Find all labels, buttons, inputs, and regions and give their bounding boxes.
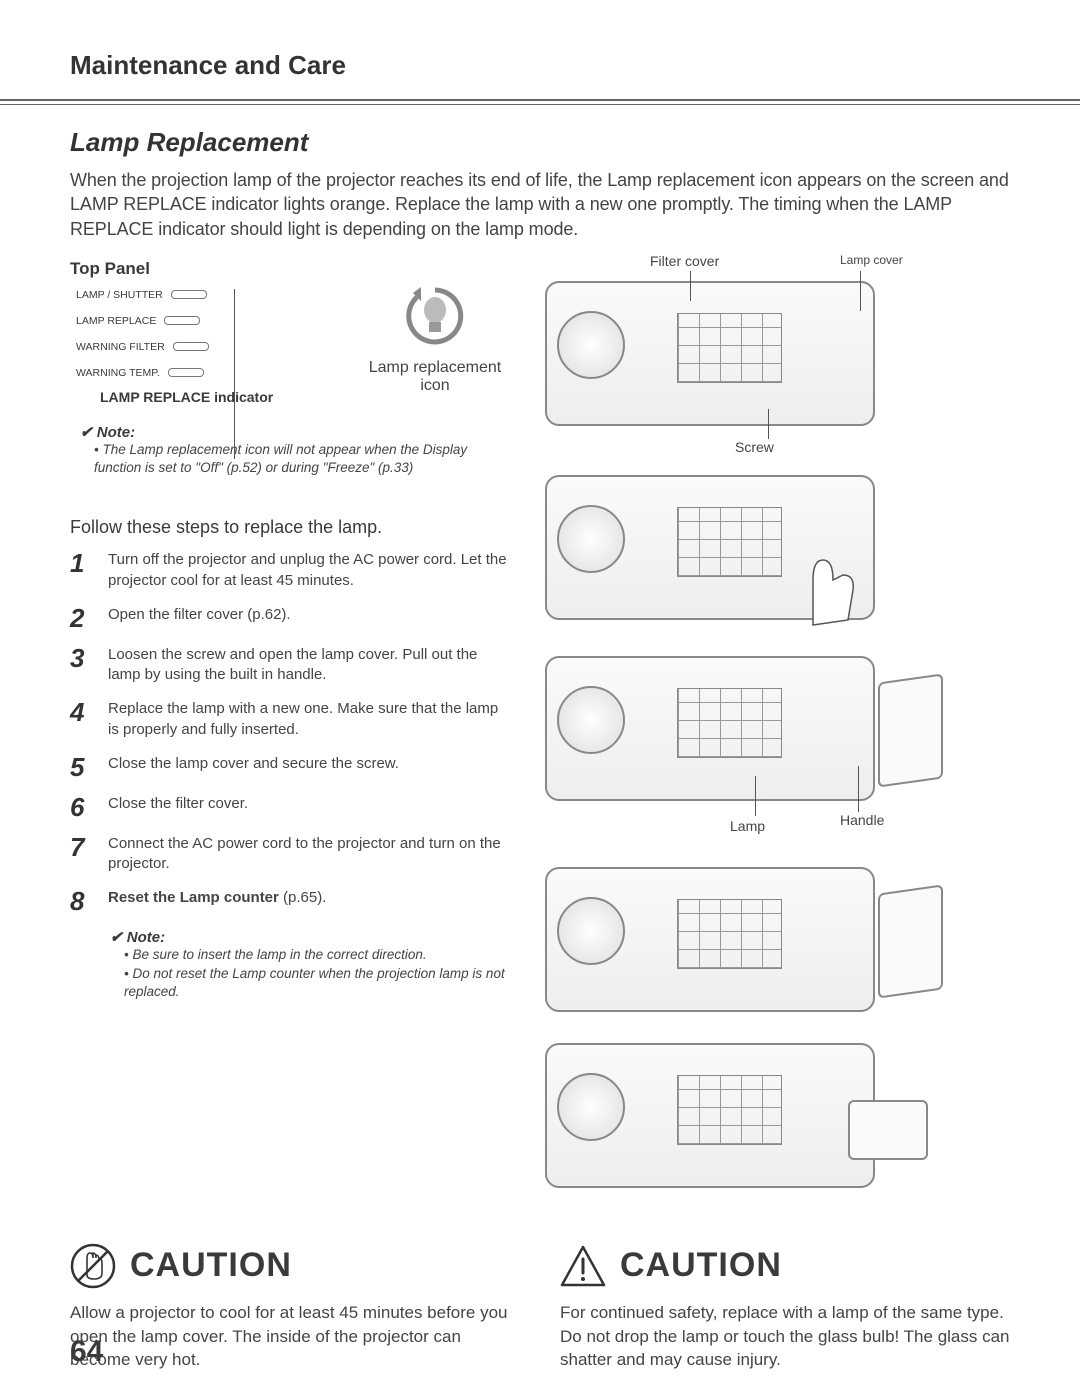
step-number: 2 xyxy=(70,605,94,631)
note-block-1: Note: The Lamp replacement icon will not… xyxy=(80,423,510,477)
step-text: Close the lamp cover and secure the scre… xyxy=(108,754,399,780)
page-number: 64 xyxy=(70,1335,103,1369)
step-number: 7 xyxy=(70,834,94,875)
step-number: 8 xyxy=(70,888,94,914)
step-number: 4 xyxy=(70,699,94,740)
warning-triangle-icon xyxy=(560,1243,606,1289)
section-title: Lamp Replacement xyxy=(70,127,1010,158)
callout-handle: Handle xyxy=(840,812,884,828)
callout-filter-cover: Filter cover xyxy=(650,253,719,269)
steps-intro: Follow these steps to replace the lamp. xyxy=(70,517,510,538)
page-header: Maintenance and Care xyxy=(70,50,1010,81)
callout-lamp-cover: Lamp cover xyxy=(840,253,903,267)
indicator-label: LAMP / SHUTTER xyxy=(76,289,163,301)
step-number: 6 xyxy=(70,794,94,820)
top-panel-heading: Top Panel xyxy=(70,259,510,279)
hand-icon xyxy=(793,540,863,630)
top-panel-indicators: LAMP / SHUTTER LAMP REPLACE WARNING FILT… xyxy=(76,289,256,379)
note-block-2: Note: Be sure to insert the lamp in the … xyxy=(110,928,510,1001)
note-line: The Lamp replacement icon will not appea… xyxy=(94,441,510,477)
projector-figure-2 xyxy=(540,475,1010,640)
lamp-replacement-icon: Lamp replacement icon xyxy=(360,284,510,395)
caution-text-right: For continued safety, replace with a lam… xyxy=(560,1301,1010,1372)
step-text: Loosen the screw and open the lamp cover… xyxy=(108,645,510,686)
note-heading: Note: xyxy=(110,928,510,946)
header-rule xyxy=(0,99,1080,105)
intro-paragraph: When the projection lamp of the projecto… xyxy=(70,168,1010,241)
projector-figure-4 xyxy=(540,867,1010,1027)
step-number: 1 xyxy=(70,550,94,591)
indicator-label: LAMP REPLACE xyxy=(76,315,156,327)
step-text: Turn off the projector and unplug the AC… xyxy=(108,550,510,591)
step-number: 5 xyxy=(70,754,94,780)
callout-screw: Screw xyxy=(735,439,774,455)
step-text: Replace the lamp with a new one. Make su… xyxy=(108,699,510,740)
step-number: 3 xyxy=(70,645,94,686)
lamp-icon-label: Lamp replacement icon xyxy=(360,359,510,395)
note-line: Do not reset the Lamp counter when the p… xyxy=(124,965,510,1001)
caution-text-left: Allow a projector to cool for at least 4… xyxy=(70,1301,520,1372)
caution-title: CAUTION xyxy=(130,1246,292,1285)
step-text: Connect the AC power cord to the project… xyxy=(108,834,510,875)
note-line: Be sure to insert the lamp in the correc… xyxy=(124,946,510,964)
indicator-label: WARNING FILTER xyxy=(76,341,165,353)
projector-figure-5 xyxy=(540,1043,1010,1203)
indicator-label: WARNING TEMP. xyxy=(76,367,160,379)
caution-title: CAUTION xyxy=(620,1246,782,1285)
step-text: Open the filter cover (p.62). xyxy=(108,605,291,631)
note-heading: Note: xyxy=(80,423,510,441)
step-text: Reset the Lamp counter (p.65). xyxy=(108,888,326,914)
no-touch-icon xyxy=(70,1243,116,1289)
projector-figure-1: Filter cover Lamp cover Screw xyxy=(540,259,1010,459)
projector-figure-3: Lamp Handle xyxy=(540,656,1010,851)
step-text: Close the filter cover. xyxy=(108,794,248,820)
callout-lamp: Lamp xyxy=(730,818,765,834)
